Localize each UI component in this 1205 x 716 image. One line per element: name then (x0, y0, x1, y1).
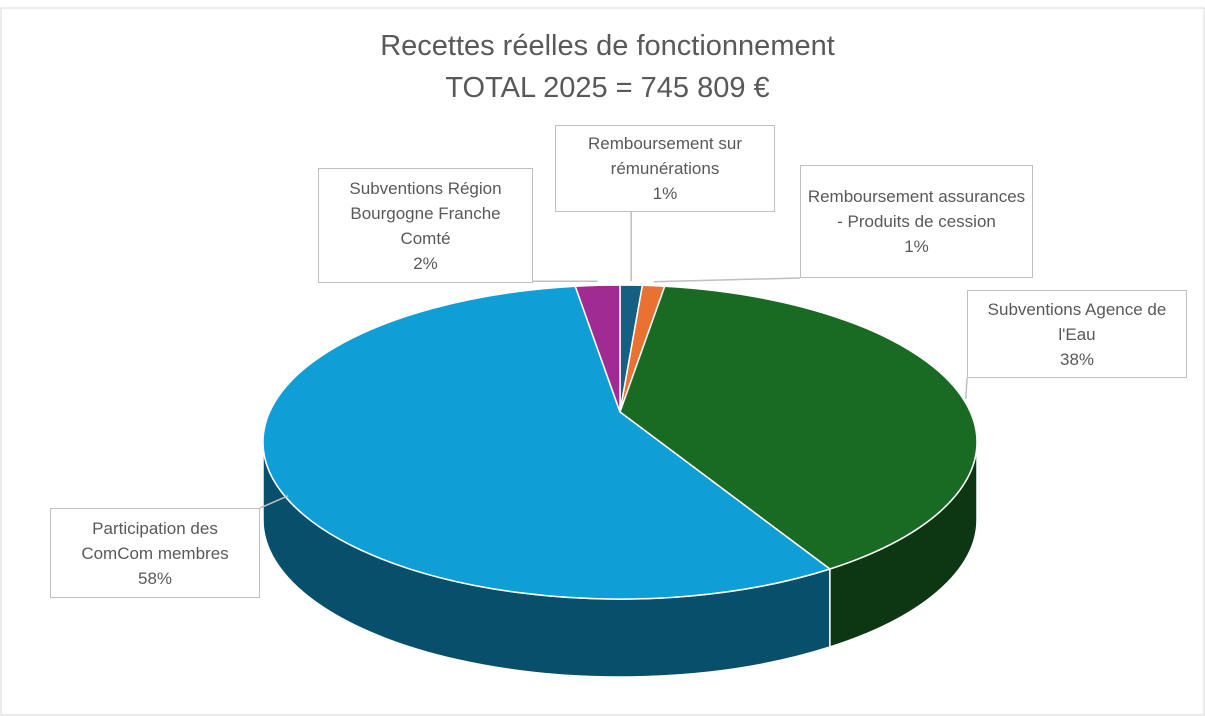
data-label-name: Subventions Agence de l'Eau (987, 299, 1167, 344)
data-label: Remboursement sur rémunérations 1% (555, 125, 775, 212)
data-label-value: 2% (413, 253, 438, 273)
slice (262, 285, 832, 600)
leader-line (653, 277, 801, 283)
leader-line (965, 377, 968, 399)
data-label: Participation des ComCom membres 58% (50, 508, 260, 598)
chart-border (0, 7, 1205, 716)
data-label-name: Remboursement sur rémunérations (587, 134, 742, 178)
data-label-name: Participation des ComCom membres (81, 518, 229, 563)
data-label-value: 38% (1059, 349, 1095, 369)
leader-line (259, 495, 289, 509)
data-label: Remboursement assurances - Produits de c… (800, 165, 1033, 278)
slice (574, 284, 621, 413)
slice (619, 285, 978, 570)
chart-subtitle: TOTAL 2025 = 745 809 € (445, 72, 770, 104)
data-label-value: 1% (904, 237, 929, 256)
data-label: Subventions Région Bourgogne Franche Com… (318, 168, 533, 283)
data-label: Subventions Agence de l'Eau 38% (967, 290, 1187, 378)
data-label-name: Remboursement assurances - Produits de c… (807, 187, 1026, 231)
data-label-value: 1% (652, 184, 678, 203)
chart-title: Recettes réelles de fonctionnement (380, 30, 835, 62)
data-label-value: 58% (137, 568, 173, 588)
data-label-name: Subventions Région Bourgogne Franche Com… (349, 178, 502, 248)
